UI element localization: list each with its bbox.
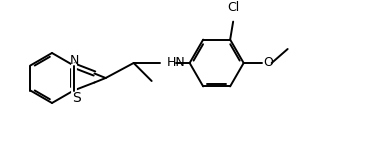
Text: HN: HN xyxy=(167,55,185,69)
Text: O: O xyxy=(263,57,274,69)
Text: Cl: Cl xyxy=(227,1,239,14)
Text: N: N xyxy=(70,54,79,67)
Text: S: S xyxy=(72,91,81,104)
